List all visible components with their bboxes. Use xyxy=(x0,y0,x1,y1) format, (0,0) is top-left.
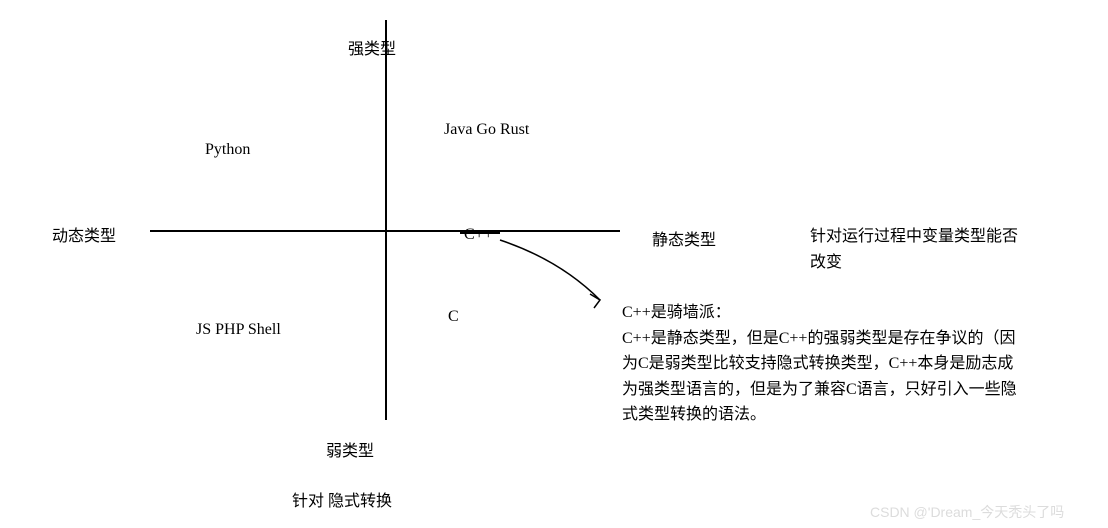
watermark: CSDN @'Dream_今天秃头了吗 xyxy=(870,502,1064,522)
arrow-cpp-to-note xyxy=(0,0,1108,528)
